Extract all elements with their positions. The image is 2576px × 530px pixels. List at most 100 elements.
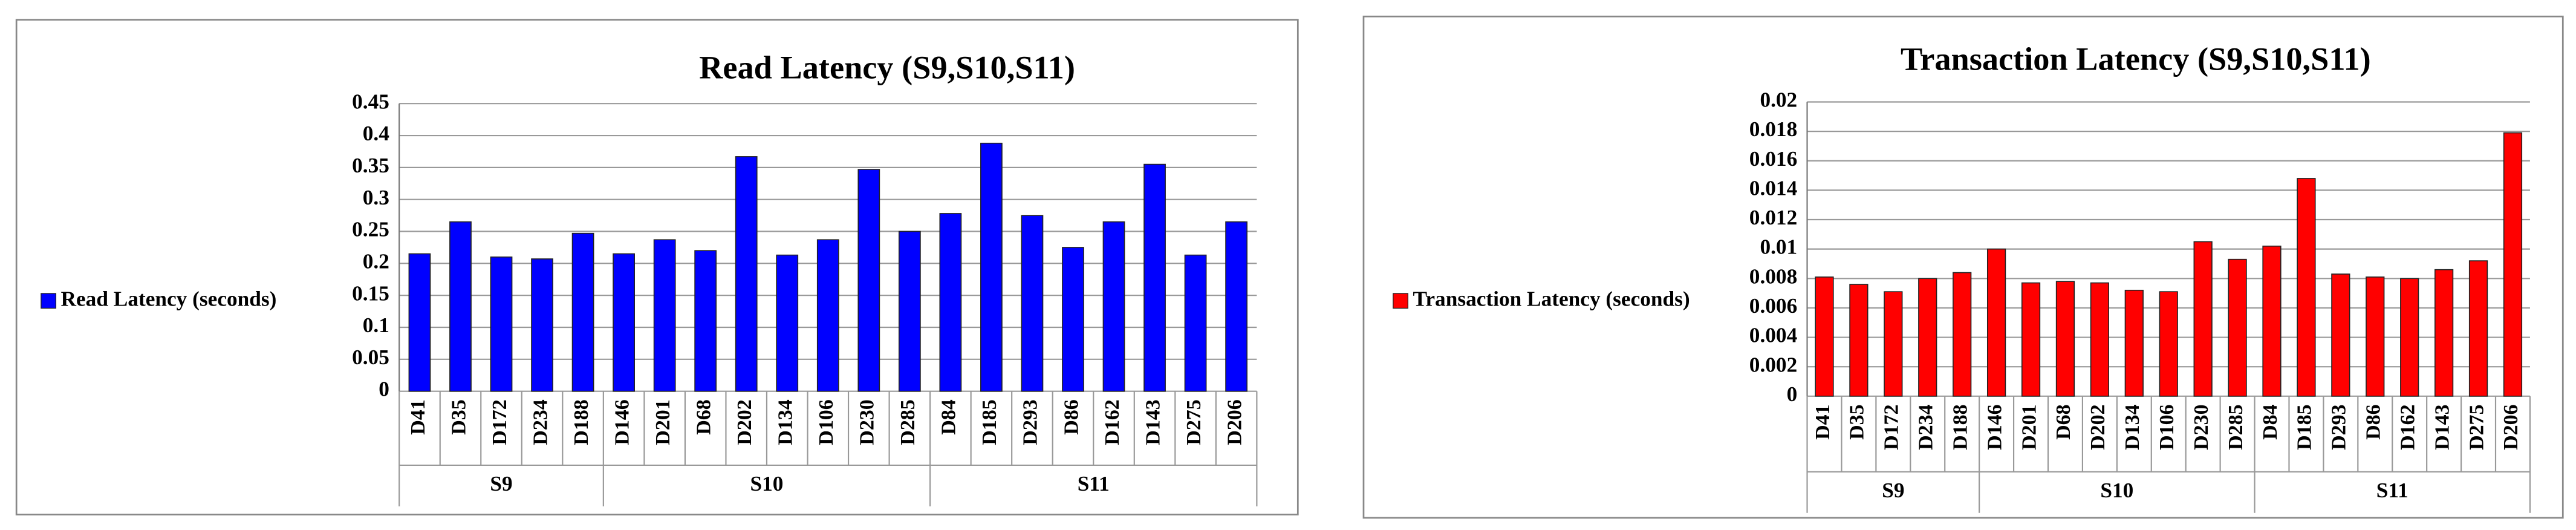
x-tick-label: D172 <box>1881 404 1903 450</box>
bar <box>2503 132 2523 397</box>
x-tick-label: D185 <box>978 399 1001 445</box>
x-tick-label: D275 <box>2465 404 2488 450</box>
y-tick-label: 0.012 <box>1749 206 1797 229</box>
bar <box>2228 258 2247 397</box>
bar <box>939 213 962 392</box>
bar <box>1143 163 1166 392</box>
x-tick-label: D234 <box>1915 404 1937 450</box>
x-tick-label: D293 <box>2328 404 2350 450</box>
y-tick-label: 0.15 <box>352 281 389 305</box>
y-tick-label: 0.05 <box>352 345 389 369</box>
bar <box>980 142 1003 392</box>
x-tick-label: D68 <box>2052 404 2075 439</box>
y-tick-label: 0.3 <box>363 186 389 209</box>
bar <box>571 232 594 392</box>
x-tick-label: D86 <box>2363 404 2385 439</box>
x-tick-label: D134 <box>775 399 797 445</box>
y-tick-label: 0.002 <box>1749 353 1797 376</box>
y-tick-label: 0.004 <box>1749 324 1797 347</box>
group-label: S10 <box>2100 479 2133 502</box>
bar <box>857 169 880 392</box>
x-tick-label: D230 <box>856 399 879 445</box>
y-tick-label: 0.014 <box>1749 176 1797 200</box>
x-tick-label: D35 <box>447 399 470 434</box>
bar <box>1953 272 1972 397</box>
bar <box>1884 291 1903 397</box>
x-tick-label: D188 <box>1949 404 1971 450</box>
bar <box>2055 281 2075 397</box>
y-tick-label: 0.006 <box>1749 294 1797 318</box>
bar <box>2366 276 2385 397</box>
bar <box>2159 291 2178 397</box>
bar <box>1021 215 1044 392</box>
y-tick-label: 0.008 <box>1749 264 1797 288</box>
x-tick-label: D106 <box>815 399 838 445</box>
bar <box>2400 278 2419 397</box>
bar <box>1225 221 1247 392</box>
group-label: S10 <box>750 472 784 496</box>
x-tick-label: D35 <box>1846 404 1869 439</box>
bar <box>2193 241 2213 397</box>
bar <box>408 253 431 392</box>
bar <box>735 156 758 392</box>
bar <box>1918 278 1937 397</box>
x-tick-label: D230 <box>2190 404 2213 450</box>
x-tick-label: D172 <box>489 399 511 445</box>
bar <box>2124 289 2144 397</box>
x-tick-label: D146 <box>611 399 633 445</box>
x-tick-label: D106 <box>2156 404 2178 450</box>
bar <box>531 258 553 392</box>
x-tick-label: D202 <box>2087 404 2109 450</box>
x-tick-label: D206 <box>2500 404 2522 450</box>
x-tick-label: D188 <box>570 399 593 445</box>
x-tick-label: D206 <box>1223 399 1246 445</box>
x-tick-label: D293 <box>1020 399 1042 445</box>
x-tick-label: D41 <box>1812 404 1834 439</box>
bar <box>1184 254 1207 392</box>
bar <box>2297 178 2316 397</box>
bar <box>1986 248 2006 397</box>
bar <box>2090 282 2109 397</box>
y-tick-label: 0.1 <box>363 313 389 337</box>
x-tick-label: D41 <box>407 399 429 434</box>
bar <box>2331 273 2350 397</box>
bar <box>1062 247 1084 392</box>
legend-swatch <box>41 293 57 309</box>
bar <box>449 221 472 392</box>
x-tick-label: D162 <box>2396 404 2419 450</box>
x-tick-label: D201 <box>652 399 674 445</box>
x-tick-label: D143 <box>2431 404 2453 450</box>
legend-swatch <box>1393 293 1409 309</box>
y-tick-label: 0.01 <box>1760 235 1797 259</box>
y-tick-label: 0 <box>1787 382 1798 406</box>
y-tick-label: 0.02 <box>1760 88 1797 112</box>
y-tick-label: 0.35 <box>352 154 389 177</box>
bar <box>776 254 799 392</box>
bar <box>1102 221 1125 392</box>
group-label: S11 <box>1078 472 1110 496</box>
bar <box>898 231 921 392</box>
bar <box>694 250 717 392</box>
bar <box>2262 245 2282 397</box>
x-tick-label: D134 <box>2121 404 2144 450</box>
bar <box>2468 260 2488 397</box>
y-tick-label: 0.018 <box>1749 117 1797 141</box>
x-tick-label: D146 <box>1983 404 2006 450</box>
y-tick-label: 0 <box>379 378 389 401</box>
legend-label: Transaction Latency (seconds) <box>1413 287 1690 310</box>
x-tick-label: D285 <box>897 399 919 445</box>
bar <box>613 253 635 392</box>
y-tick-label: 0.2 <box>363 249 389 273</box>
bar <box>1815 276 1834 397</box>
bar <box>2021 282 2041 397</box>
bar <box>490 256 513 392</box>
x-tick-label: D143 <box>1142 399 1164 445</box>
x-tick-label: D234 <box>529 399 551 445</box>
x-tick-label: D275 <box>1183 399 1205 445</box>
bar <box>2435 269 2454 397</box>
group-label: S9 <box>1882 479 1904 502</box>
x-tick-label: D84 <box>2259 404 2282 439</box>
bar <box>653 239 676 392</box>
y-tick-label: 0.4 <box>363 122 389 145</box>
